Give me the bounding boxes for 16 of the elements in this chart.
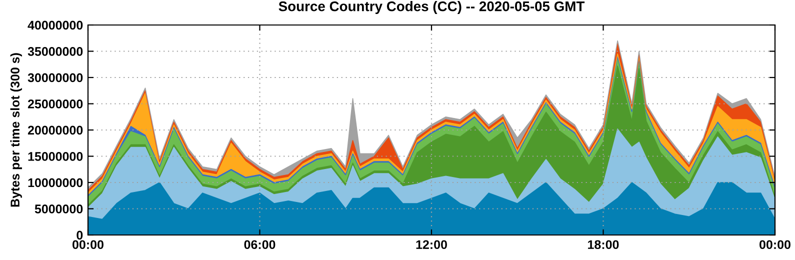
y-tick-label: 0	[76, 230, 83, 240]
y-tick-label: 15000000	[28, 152, 83, 161]
y-tick-label: 5000000	[34, 204, 83, 214]
y-tick-label: 20000000	[28, 126, 83, 135]
y-tick-label: 30000000	[28, 73, 83, 82]
x-tick-label: 06:00	[244, 240, 276, 250]
x-tick-label: 18:00	[588, 240, 619, 250]
x-tick-label: 12:00	[416, 240, 447, 250]
y-tick-label: 10000000	[28, 178, 83, 188]
y-tick-label: 40000000	[28, 20, 83, 30]
x-tick-label: 00:00	[72, 240, 104, 250]
y-tick-label: 25000000	[28, 100, 83, 108]
y-axis-title: Bytes per time slot (300 s)	[10, 53, 22, 207]
chart-title: Source Country Codes (CC) -- 2020-05-05 GMT	[278, 1, 585, 14]
x-tick-label: 00:00	[760, 240, 790, 250]
y-tick-label: 35000000	[28, 47, 83, 56]
